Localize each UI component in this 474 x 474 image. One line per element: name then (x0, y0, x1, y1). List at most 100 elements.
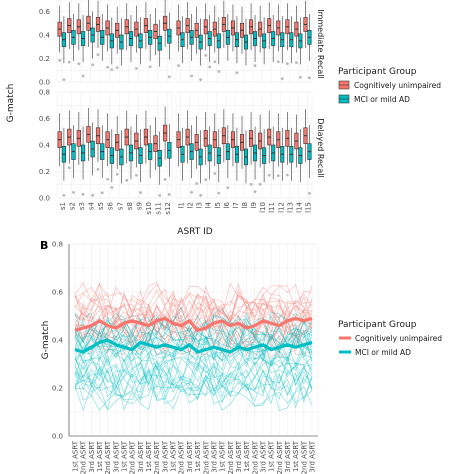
panel-a-y-tick-label: 0.0 (39, 195, 50, 203)
panel-b-participant-line (74, 374, 313, 412)
panel-a-outlier (285, 62, 289, 66)
panel-a-outlier (208, 65, 212, 69)
panel-b-participant-line (74, 333, 313, 371)
panel-a-outlier (195, 182, 199, 185)
panel-a-x-tick-label: l12 (277, 202, 285, 213)
panel-b-participant-line (74, 365, 313, 401)
panel-a: 0.0 0.2 0.4 0.6 0.0 0.2 0.4 0.6 0.8 s1 s2 s3 s4 s5 s6… (6, 0, 441, 237)
panel-b-y-axis-label: G-match (41, 321, 51, 360)
panel-b-x-tick-label: 1st ASRT (170, 440, 178, 472)
panel-a-x-tick-label: s7 (116, 202, 124, 210)
panel-b-legend-label-unimpaired: Cognitively unimpaired (355, 334, 442, 343)
panel-a-outlier (110, 68, 114, 71)
panel-b-x-tick-label: 1st ASRT (72, 440, 80, 472)
panel-b-participant-line (74, 301, 313, 339)
panel-b-x-tick-label: 2nd ASRT (300, 440, 308, 474)
panel-b-x-tick-label: 3rd ASRT (309, 440, 317, 472)
panel-b-participant-line (74, 282, 313, 317)
panel-b-participant-line (74, 351, 313, 391)
panel-b-participant-line (74, 342, 313, 378)
panel-b-mean-lines (74, 316, 313, 354)
panel-a-legend: Participant Group Cognitively unimpaired… (338, 67, 441, 104)
panel-a-outlier (96, 53, 100, 57)
panel-a-strip-delayed: Delayed Recall (316, 118, 325, 177)
panel-b-participant-line (75, 373, 313, 412)
panel-a-outlier (267, 173, 271, 177)
panel-b-grid (68, 243, 319, 437)
panel-b-participant-line (74, 319, 313, 356)
panel-b-participant-line (74, 325, 313, 364)
panel-b-x-tick-label: 2nd ASRT (129, 440, 137, 474)
panel-a-outlier (280, 77, 284, 81)
panel-b-participant-line (74, 348, 313, 388)
panel-b-participant-line (74, 349, 313, 386)
panel-b-y-tick-label: 0.0 (52, 433, 63, 441)
panel-a-outlier (253, 64, 257, 68)
panel-a-x-tick-label: s1 (59, 202, 67, 210)
panel-a-outlier (58, 59, 62, 62)
panel-a-legend-label-unimpaired: Cognitively unimpaired (354, 81, 441, 90)
panel-a-y-tick-label: 0.6 (39, 8, 51, 16)
panel-b-y-ticks: 0.0 0.2 0.4 0.6 0.8 (52, 241, 64, 441)
panel-b-x-tick-label: 1st ASRT (268, 440, 276, 472)
panel-b-participant-line (74, 317, 313, 354)
panel-a-x-tick-label: l4 (205, 201, 213, 208)
panel-a-y-axis-label: G-match (6, 84, 16, 123)
panel-a-y-tick-label: 0.0 (39, 79, 50, 87)
panel-b: B 0.00.20.40.60.8 1st ASRT 2nd ASRT 3rd AS… (40, 239, 442, 474)
panel-a-grid (56, 0, 313, 199)
panel-a-outlier (285, 173, 289, 177)
panel-a-x-tick-label: l10 (259, 202, 267, 213)
panel-a-y-tick-label: 0.8 (39, 89, 50, 97)
panel-a-outlier (298, 75, 302, 79)
panel-a-boxes (57, 0, 312, 197)
panel-a-x-axis-label: ASRT ID (177, 227, 212, 237)
panel-b-x-ticks: 1st ASRT 2nd ASRT 3rd ASRT 1st ASRT 2nd ASRT… (72, 440, 317, 474)
panel-b-x-tick-label: 1st ASRT (194, 440, 202, 472)
panel-a-outlier (77, 62, 81, 66)
panel-a-outlier (190, 74, 193, 78)
panel-b-participant-line (74, 334, 313, 372)
panel-b-participant-line (74, 315, 313, 354)
panel-a-outlier (167, 193, 171, 196)
panel-a-x-tick-label: l2 (187, 202, 195, 208)
panel-a-x-tick-label: l8 (241, 202, 249, 208)
panel-a-outlier (125, 178, 129, 182)
panel-b-participant-line (74, 315, 313, 356)
panel-b-participant-line (74, 324, 313, 362)
panel-a-outlier (276, 60, 280, 64)
panel-a-strip-immediate: Immediate Recall (316, 9, 325, 79)
panel-b-x-tick-label: 3rd ASRT (235, 440, 243, 472)
panel-a-outlier (177, 64, 180, 67)
panel-a-outlier (106, 65, 109, 69)
panel-b-participant-line (74, 373, 313, 411)
panel-a-outlier (67, 166, 71, 170)
panel-a-x-tick-label: l1 (178, 202, 186, 208)
panel-a-outlier (308, 191, 311, 195)
panel-a-x-tick-label: l14 (295, 201, 303, 212)
panel-a-outlier (163, 178, 167, 181)
panel-a-y-tick-label: 0.2 (39, 55, 50, 63)
panel-b-participant-line (74, 331, 313, 367)
panel-b-participant-line (74, 289, 313, 329)
panel-b-participant-line (74, 361, 313, 400)
panel-a-x-tick-label: s3 (78, 202, 86, 210)
panel-a-outlier (148, 65, 152, 69)
panel-a-y-tick-label: 0.4 (39, 32, 51, 40)
panel-a-outlier (62, 78, 66, 82)
panel-a-x-tick-label: l7 (232, 202, 240, 208)
panel-a-x-tick-label: l11 (268, 202, 276, 213)
panel-a-y-ticks: 0.0 0.2 0.4 0.6 0.0 0.2 0.4 0.6 0.8 (39, 8, 51, 203)
panel-b-x-tick-label: 1st ASRT (121, 440, 129, 472)
panel-a-legend-label-mci: MCI or mild AD (354, 95, 410, 104)
panel-b-x-tick-label: 3rd ASRT (259, 440, 267, 472)
panel-b-mean-line-mci (74, 338, 313, 354)
panel-a-outlier (158, 193, 162, 197)
panel-b-x-tick-label: 2nd ASRT (251, 440, 259, 474)
panel-a-outlier (134, 173, 138, 177)
panel-b-participant-line (74, 285, 313, 325)
panel-a-outlier (249, 182, 253, 186)
panel-b-participant-line (74, 336, 312, 374)
panel-a-outlier (134, 67, 138, 70)
